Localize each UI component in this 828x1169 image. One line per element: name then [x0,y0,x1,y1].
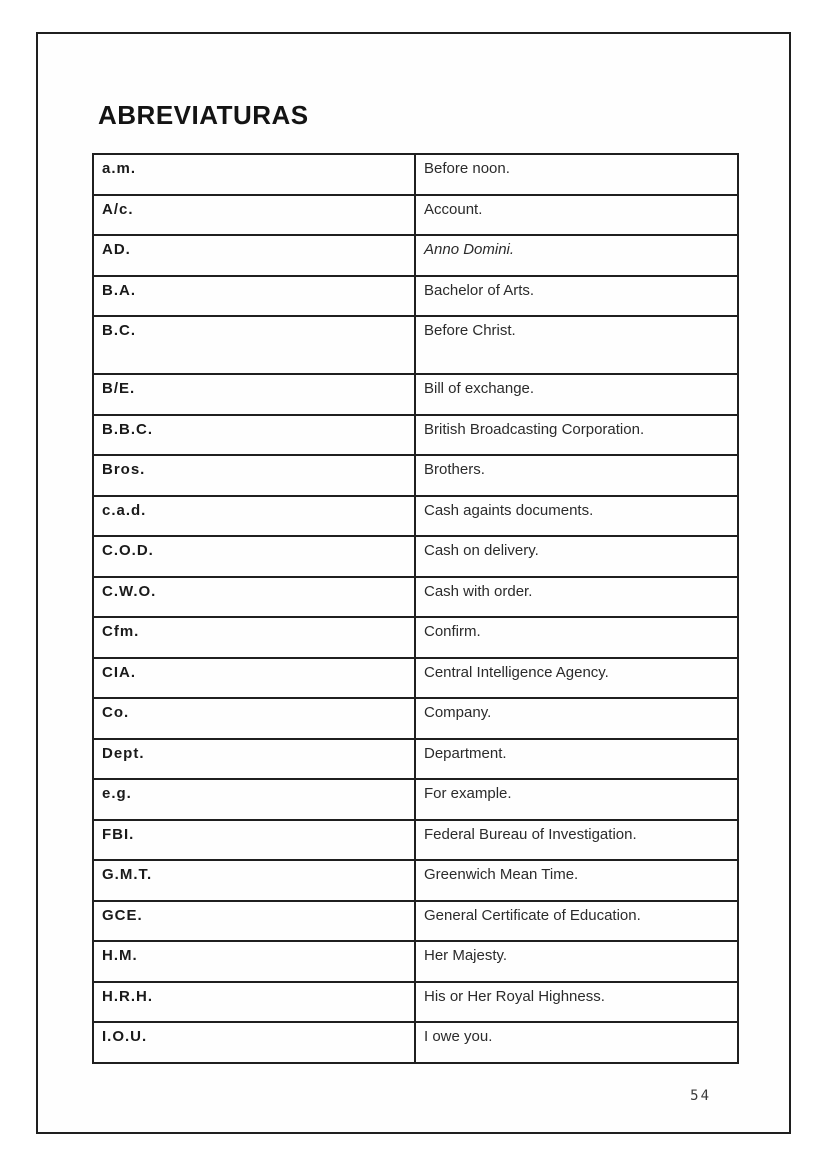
table-row: Co. Company. [92,697,739,740]
meaning-cell: Her Majesty. [414,940,739,983]
table-row: AD. Anno Domini. [92,234,739,277]
meaning-cell: For example. [414,778,739,821]
table-row: B.C. Before Christ. [92,315,739,375]
table-row: G.M.T. Greenwich Mean Time. [92,859,739,902]
table-row: FBI. Federal Bureau of Investigation. [92,818,739,861]
meaning-cell: Federal Bureau of Investigation. [414,818,739,861]
abbr-cell: C.O.D. [92,535,416,578]
abbr-cell: H.R.H. [92,980,416,1023]
abbr-cell: AD. [92,234,416,277]
table-row: H.M. Her Majesty. [92,940,739,983]
meaning-cell: Before Christ. [414,315,739,375]
meaning-cell: Cash againts documents. [414,494,739,537]
abbr-cell: B/E. [92,373,416,416]
abbr-cell: FBI. [92,818,416,861]
meaning-cell: Account. [414,193,739,236]
abbr-cell: CIA. [92,656,416,699]
table-row: C.W.O. Cash with order. [92,575,739,618]
page-number: 54 [690,1088,711,1104]
abbreviations-table: a.m. Before noon. A/c. Account. AD. Anno Domi… [92,153,739,1064]
abbr-cell: B.C. [92,315,416,375]
table-row: CIA. Central Intelligence Agency. [92,656,739,699]
page-frame: ABREVIATURAS a.m. Before noon. A/c. Account… [36,32,791,1134]
abbr-cell: e.g. [92,778,416,821]
abbr-cell: A/c. [92,193,416,236]
meaning-cell: Confirm. [414,616,739,659]
meaning-cell: Cash on delivery. [414,535,739,578]
abbr-cell: B.B.C. [92,413,416,456]
meaning-cell: British Broadcasting Corporation. [414,413,739,456]
table-row: Cfm. Confirm. [92,616,739,659]
abbr-cell: Bros. [92,454,416,497]
table-row: B/E. Bill of exchange. [92,373,739,416]
page-title: ABREVIATURAS [98,100,309,130]
abbr-cell: H.M. [92,940,416,983]
table-row: e.g. For example. [92,778,739,821]
meaning-cell: Company. [414,697,739,740]
abbr-cell: B.A. [92,274,416,317]
meaning-cell: Brothers. [414,454,739,497]
meaning-cell: Greenwich Mean Time. [414,859,739,902]
abbr-cell: C.W.O. [92,575,416,618]
abbr-cell: Cfm. [92,616,416,659]
table-row: I.O.U. I owe you. [92,1021,739,1064]
meaning-cell: Anno Domini. [414,234,739,277]
meaning-cell: His or Her Royal Highness. [414,980,739,1023]
abbr-cell: Co. [92,697,416,740]
table-row: a.m. Before noon. [92,153,739,196]
table-row: C.O.D. Cash on delivery. [92,535,739,578]
meaning-cell: Cash with order. [414,575,739,618]
meaning-cell: Department. [414,737,739,780]
meaning-cell: I owe you. [414,1021,739,1064]
table-row: c.a.d. Cash againts documents. [92,494,739,537]
table-row: Bros. Brothers. [92,454,739,497]
table-row: Dept. Department. [92,737,739,780]
table-row: B.B.C. British Broadcasting Corporation. [92,413,739,456]
table-row: GCE. General Certificate of Education. [92,899,739,942]
abbr-cell: G.M.T. [92,859,416,902]
abbr-cell: GCE. [92,899,416,942]
abbr-cell: Dept. [92,737,416,780]
table-row: B.A. Bachelor of Arts. [92,274,739,317]
table-row: H.R.H. His or Her Royal Highness. [92,980,739,1023]
meaning-cell: Before noon. [414,153,739,196]
table-row: A/c. Account. [92,193,739,236]
meaning-cell: General Certificate of Education. [414,899,739,942]
meaning-cell: Bachelor of Arts. [414,274,739,317]
abbr-cell: I.O.U. [92,1021,416,1064]
meaning-cell: Bill of exchange. [414,373,739,416]
abbr-cell: a.m. [92,153,416,196]
abbr-cell: c.a.d. [92,494,416,537]
meaning-cell: Central Intelligence Agency. [414,656,739,699]
